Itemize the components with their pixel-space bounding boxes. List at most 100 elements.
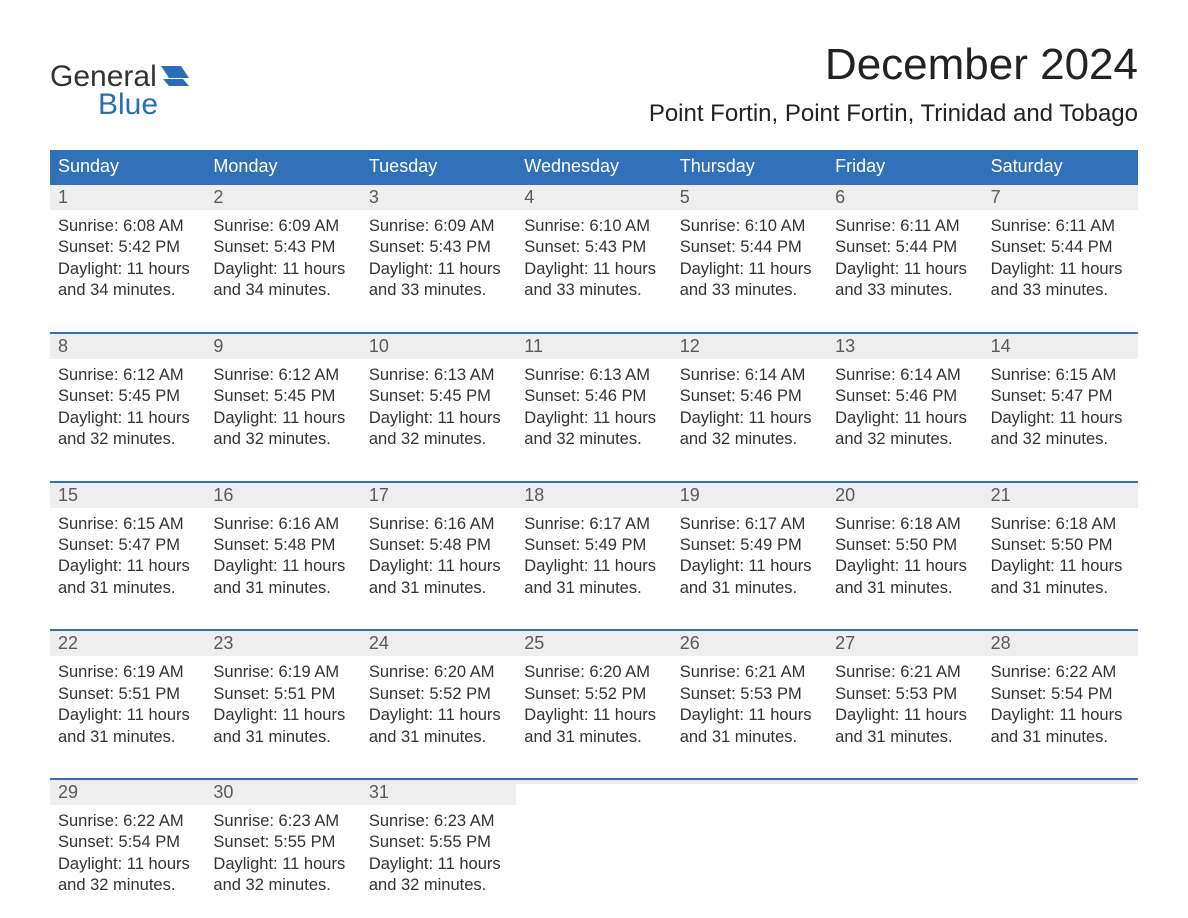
day-body: Sunrise: 6:09 AMSunset: 5:43 PMDaylight:… [361,210,516,312]
day-cell: 25Sunrise: 6:20 AMSunset: 5:52 PMDayligh… [516,631,671,758]
day-body: Sunrise: 6:11 AMSunset: 5:44 PMDaylight:… [983,210,1138,312]
sunrise-line: Sunrise: 6:21 AM [835,662,974,683]
day-body: Sunrise: 6:21 AMSunset: 5:53 PMDaylight:… [827,656,982,758]
daylight-line: Daylight: 11 hours and 33 minutes. [524,259,663,302]
day-number: 18 [516,483,671,508]
day-number: 29 [50,780,205,805]
daylight-line: Daylight: 11 hours and 31 minutes. [680,705,819,748]
daylight-line: Daylight: 11 hours and 32 minutes. [369,854,508,897]
day-cell: 23Sunrise: 6:19 AMSunset: 5:51 PMDayligh… [205,631,360,758]
sunrise-line: Sunrise: 6:12 AM [58,365,197,386]
sunset-line: Sunset: 5:43 PM [213,237,352,258]
day-body: Sunrise: 6:19 AMSunset: 5:51 PMDaylight:… [50,656,205,758]
sunrise-line: Sunrise: 6:21 AM [680,662,819,683]
sunset-line: Sunset: 5:48 PM [369,535,508,556]
sunrise-line: Sunrise: 6:16 AM [369,514,508,535]
day-body: Sunrise: 6:10 AMSunset: 5:43 PMDaylight:… [516,210,671,312]
day-cell: 8Sunrise: 6:12 AMSunset: 5:45 PMDaylight… [50,334,205,461]
sunset-line: Sunset: 5:53 PM [680,684,819,705]
sunrise-line: Sunrise: 6:19 AM [213,662,352,683]
sunset-line: Sunset: 5:45 PM [58,386,197,407]
day-cell: 29Sunrise: 6:22 AMSunset: 5:54 PMDayligh… [50,780,205,907]
sunset-line: Sunset: 5:54 PM [991,684,1130,705]
daylight-line: Daylight: 11 hours and 32 minutes. [991,408,1130,451]
day-body: Sunrise: 6:22 AMSunset: 5:54 PMDaylight:… [50,805,205,907]
sunset-line: Sunset: 5:47 PM [58,535,197,556]
daylight-line: Daylight: 11 hours and 31 minutes. [524,556,663,599]
sunrise-line: Sunrise: 6:17 AM [524,514,663,535]
dow-wednesday: Wednesday [516,150,671,183]
day-number: 17 [361,483,516,508]
daylight-line: Daylight: 11 hours and 32 minutes. [213,854,352,897]
day-cell: 30Sunrise: 6:23 AMSunset: 5:55 PMDayligh… [205,780,360,907]
sunset-line: Sunset: 5:46 PM [835,386,974,407]
day-number: 11 [516,334,671,359]
day-body: Sunrise: 6:12 AMSunset: 5:45 PMDaylight:… [50,359,205,461]
day-cell: 4Sunrise: 6:10 AMSunset: 5:43 PMDaylight… [516,185,671,312]
day-body: Sunrise: 6:09 AMSunset: 5:43 PMDaylight:… [205,210,360,312]
day-cell: 20Sunrise: 6:18 AMSunset: 5:50 PMDayligh… [827,483,982,610]
day-cell: 1Sunrise: 6:08 AMSunset: 5:42 PMDaylight… [50,185,205,312]
sunset-line: Sunset: 5:55 PM [213,832,352,853]
day-cell [672,780,827,907]
day-cell: 21Sunrise: 6:18 AMSunset: 5:50 PMDayligh… [983,483,1138,610]
day-body: Sunrise: 6:17 AMSunset: 5:49 PMDaylight:… [516,508,671,610]
day-cell: 31Sunrise: 6:23 AMSunset: 5:55 PMDayligh… [361,780,516,907]
daylight-line: Daylight: 11 hours and 31 minutes. [524,705,663,748]
weeks-container: 1Sunrise: 6:08 AMSunset: 5:42 PMDaylight… [50,183,1138,907]
day-number: 24 [361,631,516,656]
day-number: 26 [672,631,827,656]
day-number: 7 [983,185,1138,210]
day-number: 27 [827,631,982,656]
sunrise-line: Sunrise: 6:16 AM [213,514,352,535]
day-cell: 11Sunrise: 6:13 AMSunset: 5:46 PMDayligh… [516,334,671,461]
sunset-line: Sunset: 5:44 PM [835,237,974,258]
day-number: 31 [361,780,516,805]
daylight-line: Daylight: 11 hours and 32 minutes. [58,408,197,451]
daylight-line: Daylight: 11 hours and 33 minutes. [369,259,508,302]
daylight-line: Daylight: 11 hours and 31 minutes. [213,556,352,599]
day-cell: 9Sunrise: 6:12 AMSunset: 5:45 PMDaylight… [205,334,360,461]
day-body: Sunrise: 6:18 AMSunset: 5:50 PMDaylight:… [827,508,982,610]
day-body: Sunrise: 6:16 AMSunset: 5:48 PMDaylight:… [205,508,360,610]
sunrise-line: Sunrise: 6:18 AM [991,514,1130,535]
day-cell [516,780,671,907]
logo-word-2: Blue [98,88,158,122]
dow-friday: Friday [827,150,982,183]
day-body [672,784,827,800]
dow-monday: Monday [205,150,360,183]
day-cell: 13Sunrise: 6:14 AMSunset: 5:46 PMDayligh… [827,334,982,461]
calendar: Sunday Monday Tuesday Wednesday Thursday… [50,150,1138,907]
day-cell: 16Sunrise: 6:16 AMSunset: 5:48 PMDayligh… [205,483,360,610]
sunset-line: Sunset: 5:43 PM [369,237,508,258]
daylight-line: Daylight: 11 hours and 31 minutes. [835,556,974,599]
week-row: 29Sunrise: 6:22 AMSunset: 5:54 PMDayligh… [50,778,1138,907]
sunset-line: Sunset: 5:44 PM [680,237,819,258]
day-body: Sunrise: 6:15 AMSunset: 5:47 PMDaylight:… [983,359,1138,461]
day-number: 30 [205,780,360,805]
day-number: 9 [205,334,360,359]
day-body: Sunrise: 6:15 AMSunset: 5:47 PMDaylight:… [50,508,205,610]
header: General Blue December 2024 Point Fortin,… [50,40,1138,142]
daylight-line: Daylight: 11 hours and 33 minutes. [991,259,1130,302]
daylight-line: Daylight: 11 hours and 32 minutes. [524,408,663,451]
sunset-line: Sunset: 5:50 PM [991,535,1130,556]
daylight-line: Daylight: 11 hours and 31 minutes. [991,705,1130,748]
sunset-line: Sunset: 5:52 PM [369,684,508,705]
day-cell: 27Sunrise: 6:21 AMSunset: 5:53 PMDayligh… [827,631,982,758]
sunrise-line: Sunrise: 6:12 AM [213,365,352,386]
sunrise-line: Sunrise: 6:23 AM [213,811,352,832]
logo: General Blue [50,40,189,122]
day-body: Sunrise: 6:19 AMSunset: 5:51 PMDaylight:… [205,656,360,758]
daylight-line: Daylight: 11 hours and 31 minutes. [58,556,197,599]
week-row: 15Sunrise: 6:15 AMSunset: 5:47 PMDayligh… [50,481,1138,610]
title-block: December 2024 Point Fortin, Point Fortin… [649,40,1138,142]
sunrise-line: Sunrise: 6:10 AM [680,216,819,237]
sunrise-line: Sunrise: 6:09 AM [213,216,352,237]
daylight-line: Daylight: 11 hours and 34 minutes. [213,259,352,302]
week-row: 1Sunrise: 6:08 AMSunset: 5:42 PMDaylight… [50,183,1138,312]
sunset-line: Sunset: 5:52 PM [524,684,663,705]
day-body: Sunrise: 6:23 AMSunset: 5:55 PMDaylight:… [205,805,360,907]
day-number: 15 [50,483,205,508]
day-number: 3 [361,185,516,210]
